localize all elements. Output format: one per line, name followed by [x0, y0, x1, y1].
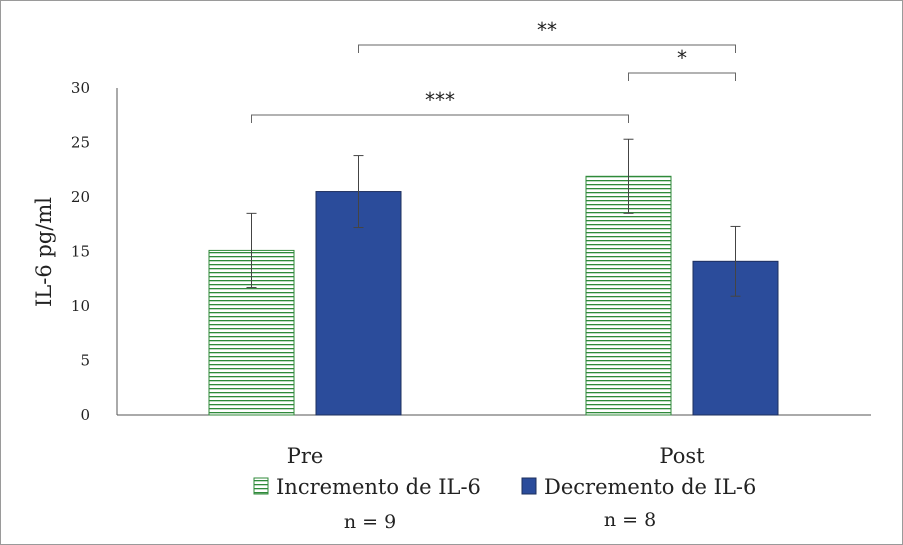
bar-post-incremento [585, 175, 672, 416]
legend-label-decremento: Decremento de IL-6 [544, 475, 756, 499]
y-tick-label: 20 [71, 188, 90, 206]
x-category-label: Post [659, 444, 705, 468]
bar-pre-decremento [315, 191, 402, 416]
significance-label: *** [425, 88, 455, 112]
y-tick-label: 25 [71, 134, 90, 152]
significance-bracket [358, 44, 736, 53]
n-label-post: n = 8 [604, 509, 656, 531]
n-label-pre: n = 9 [344, 511, 396, 533]
legend-label-incremento: Incremento de IL-6 [276, 475, 481, 499]
significance-bracket [628, 72, 736, 81]
y-tick-label: 5 [80, 352, 90, 370]
significance-label: ** [537, 18, 557, 42]
x-category-label: Pre [287, 444, 324, 468]
legend-swatch-incremento [253, 477, 269, 495]
significance-label: * [677, 46, 687, 70]
y-tick-label: 10 [71, 297, 90, 315]
y-tick-label: 30 [71, 79, 90, 97]
legend-swatch-decremento [521, 477, 537, 495]
y-axis-label: IL-6 pg/ml [32, 197, 56, 307]
significance-bracket [251, 114, 629, 123]
y-tick-label: 15 [71, 243, 90, 261]
y-tick-label: 0 [80, 406, 90, 424]
